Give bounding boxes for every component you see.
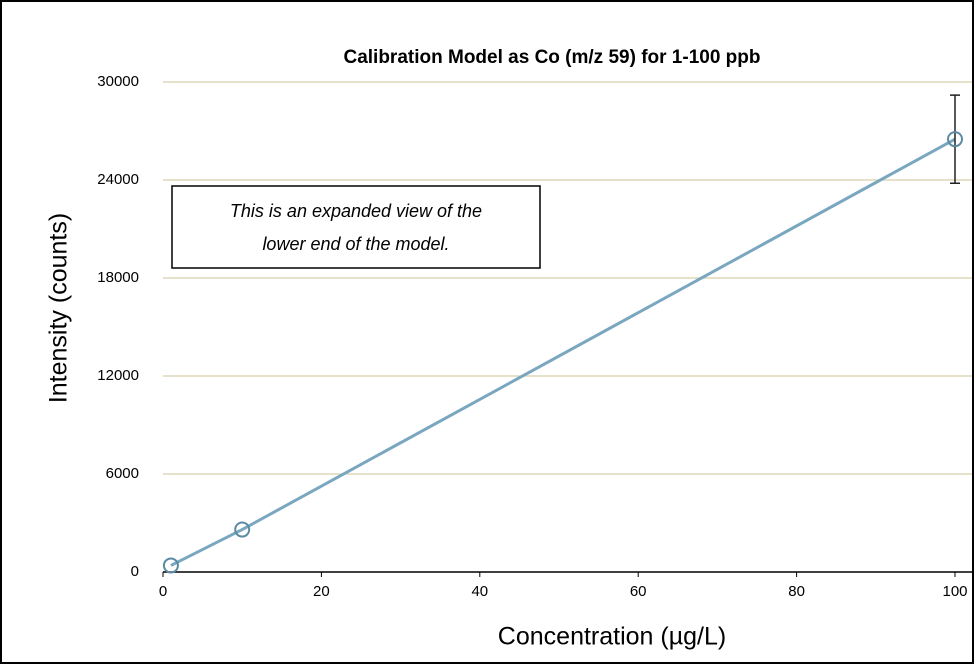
x-tick-label: 40 bbox=[471, 583, 488, 600]
x-tick-label: 100 bbox=[942, 583, 967, 600]
y-tick-label: 24000 bbox=[97, 171, 139, 188]
error-bar bbox=[950, 94, 960, 185]
annotation-line: This is an expanded view of the bbox=[230, 201, 482, 221]
y-tick-label: 30000 bbox=[97, 73, 139, 90]
x-tick-label: 20 bbox=[313, 583, 330, 600]
y-tick-label: 18000 bbox=[97, 269, 139, 286]
x-tick-label: 60 bbox=[630, 583, 647, 600]
data-point bbox=[162, 557, 179, 574]
annotation-box bbox=[171, 185, 541, 269]
data-point bbox=[947, 131, 963, 148]
data-point bbox=[234, 521, 251, 538]
y-tick-label: 0 bbox=[131, 563, 139, 580]
chart-title: Calibration Model as Co (m/z 59) for 1-1… bbox=[343, 47, 760, 68]
annotation-line: lower end of the model. bbox=[262, 234, 449, 254]
y-tick-label: 12000 bbox=[97, 367, 139, 384]
series-line bbox=[170, 137, 956, 567]
x-tick-label: 80 bbox=[788, 583, 805, 600]
x-tick-label: 0 bbox=[159, 583, 167, 600]
y-axis-label: Intensity (counts) bbox=[45, 213, 73, 403]
x-axis-label: Concentration (µg/L) bbox=[498, 623, 726, 651]
y-tick-label: 6000 bbox=[106, 465, 139, 482]
plot: 0 6000 12000 18000 24000 30000 0 20 40 60 80 100 bbox=[97, 73, 972, 600]
